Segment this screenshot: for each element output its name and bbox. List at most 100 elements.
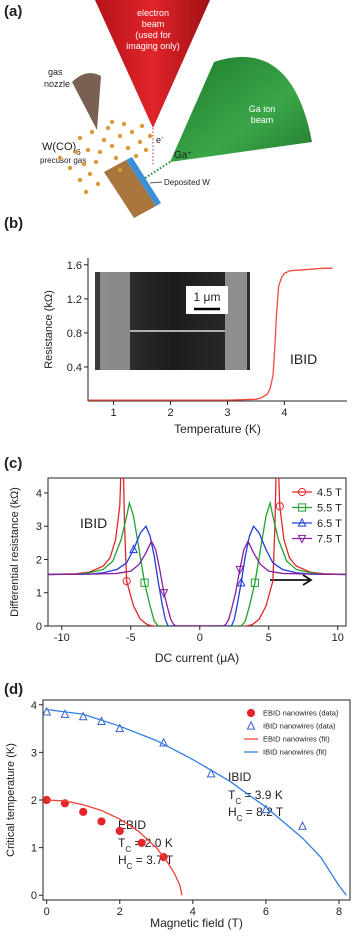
legend-label: EBID nanowires (fit) (263, 735, 330, 744)
ion-beam-text: Ga ion (249, 104, 276, 114)
x-tick-label: 8 (336, 906, 342, 918)
legend-label: EBID nanowires (data) (263, 709, 339, 718)
legend-label: 5.5 T (317, 502, 342, 514)
y-tick-label: 4 (36, 488, 42, 500)
molecule (89, 129, 95, 135)
x-tick-label: 2 (167, 407, 173, 419)
nozzle-text: gas (48, 67, 63, 77)
series-line (46, 799, 183, 896)
series-line (46, 708, 347, 896)
marker (115, 723, 125, 733)
symbol: T (228, 788, 236, 802)
marker (115, 826, 124, 836)
marker (246, 720, 256, 730)
sem-electrode (100, 272, 130, 370)
marker (140, 578, 149, 587)
molecule (97, 149, 103, 155)
marker (78, 711, 88, 721)
plot-frame (47, 477, 347, 627)
marker (236, 577, 246, 587)
precursor-molecules (57, 119, 153, 195)
molecule (143, 147, 149, 153)
x-tick-label: -10 (54, 632, 70, 644)
annotation-tc: TC = 3.9 K (228, 788, 283, 806)
sample-label: IBID (80, 515, 107, 531)
precursor-caption: precusor gas (40, 156, 86, 165)
x-tick-label: 5 (266, 632, 272, 644)
x-tick-label: 0 (197, 632, 203, 644)
plot-area (48, 478, 346, 626)
scale-text: 1 μm (194, 290, 221, 304)
legend-label: IBID nanowires (fit) (263, 748, 327, 757)
panel-label: (c) (4, 455, 22, 472)
molecule (109, 119, 115, 125)
superscript: + (187, 150, 191, 157)
marker (159, 737, 169, 747)
molecule (95, 181, 101, 187)
x-tick-label: 6 (263, 906, 269, 918)
symbol: H (228, 805, 237, 819)
x-axis-title: Temperature (K) (174, 422, 261, 436)
molecule (67, 165, 73, 171)
molecule (93, 159, 99, 165)
y-tick-label: 4 (31, 700, 37, 712)
ion-beam-cone (170, 56, 312, 163)
annotation-title: IBID (228, 770, 252, 784)
marker (235, 565, 245, 575)
molecule (139, 123, 145, 129)
y-axis-title: Critical temperature (K) (5, 743, 17, 857)
schematic: (a) electron beam (used for imaging only… (4, 0, 312, 218)
annotation-tc: TC = 2.0 K (118, 836, 173, 854)
series-line (48, 500, 346, 626)
x-tick-label: -5 (126, 632, 136, 644)
x-tick-label: 0 (44, 906, 50, 918)
nozzle-text: nozzle (44, 79, 70, 89)
chart: 1 2 3 4 0.4 0.8 1.2 1.6 Temperature (K) Resistanc… (43, 258, 347, 436)
direction-arrow (270, 574, 313, 586)
marker (298, 820, 307, 830)
ion-symbol: Ga+ (174, 150, 191, 162)
sample-label: IBID (290, 351, 317, 367)
molecule (85, 147, 91, 153)
marker (159, 589, 169, 598)
beam-text: imaging only) (126, 41, 180, 51)
deposit-pointer (149, 181, 163, 184)
molecule (73, 149, 79, 155)
substrate-top (104, 158, 130, 172)
series-line (48, 539, 346, 626)
x-tick-label: 2 (117, 906, 123, 918)
marker (129, 544, 138, 554)
molecule (129, 129, 135, 135)
symbol: e (156, 135, 161, 145)
molecule (77, 135, 83, 141)
panel-label: (d) (4, 681, 23, 698)
subscript: C (125, 845, 131, 854)
molecule (117, 133, 123, 139)
y-tick-label: 3 (31, 747, 37, 759)
legend-label: 4.5 T (317, 487, 342, 499)
deposited-layer (126, 157, 161, 206)
marker (43, 706, 52, 716)
y-tick-label: 0 (36, 621, 42, 633)
y-axis-title: Differential resistance (kΩ) (9, 487, 21, 617)
marker (250, 578, 260, 587)
subscript: C (235, 797, 241, 806)
plot-area (88, 267, 333, 401)
molecule (87, 171, 93, 177)
legend: EBID nanowires (data) IBID nanowires (dat… (244, 709, 339, 757)
subscript: C (127, 862, 133, 871)
data-line (88, 267, 333, 401)
panel-label: (b) (4, 215, 23, 232)
marker (137, 838, 146, 847)
gas-nozzle (72, 73, 101, 130)
y-tick-label: 3 (36, 521, 42, 533)
electron-beam-cone (95, 0, 210, 128)
legend-label: IBID nanowires (data) (263, 722, 336, 731)
ibid-annotation: IBID TC = 3.9 K HC = 8.2 T (228, 770, 284, 823)
value-text: = 3.9 K (241, 788, 283, 802)
subscript: C (237, 814, 243, 823)
y-axis-title: Resistance (kΩ) (43, 290, 55, 369)
marker (297, 487, 307, 497)
legend-label: 7.5 T (317, 533, 342, 545)
